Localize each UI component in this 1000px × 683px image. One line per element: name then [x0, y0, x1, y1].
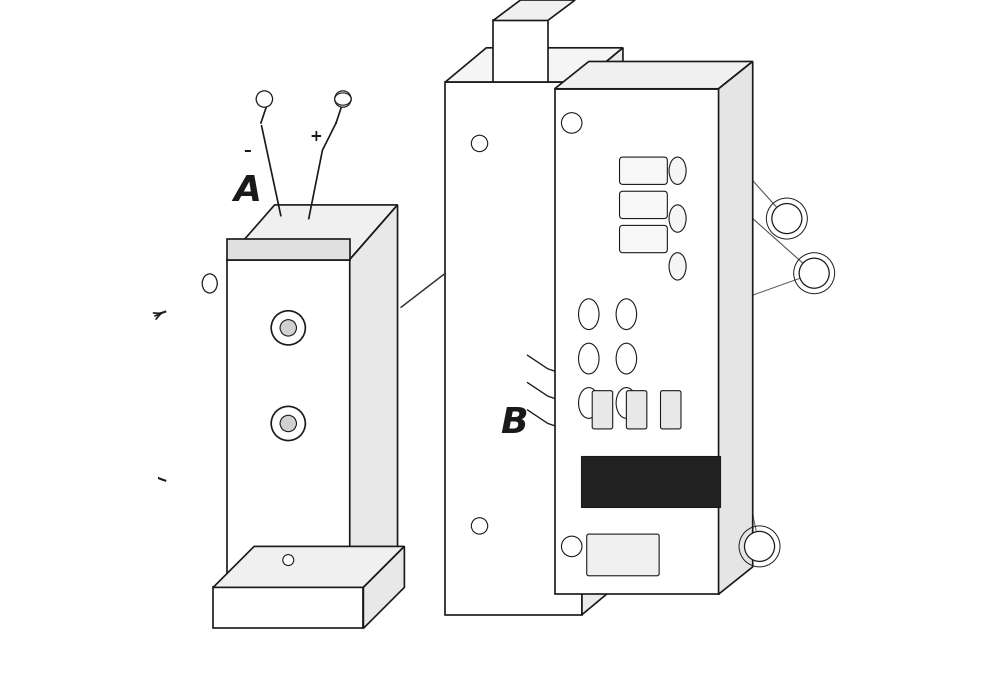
Circle shape [745, 531, 775, 561]
FancyBboxPatch shape [620, 157, 667, 184]
Circle shape [335, 91, 351, 107]
Polygon shape [719, 61, 753, 594]
Circle shape [271, 311, 305, 345]
Ellipse shape [579, 387, 599, 418]
Circle shape [799, 258, 829, 288]
Ellipse shape [579, 298, 599, 329]
Polygon shape [582, 48, 623, 615]
FancyBboxPatch shape [620, 191, 667, 219]
FancyBboxPatch shape [581, 456, 720, 507]
FancyBboxPatch shape [620, 225, 667, 253]
Text: B: B [500, 406, 527, 441]
Polygon shape [493, 20, 548, 82]
Ellipse shape [202, 274, 217, 293]
Ellipse shape [669, 157, 686, 184]
Polygon shape [445, 48, 623, 82]
Polygon shape [227, 260, 350, 601]
Polygon shape [350, 205, 398, 601]
Ellipse shape [616, 343, 637, 374]
Circle shape [471, 518, 488, 534]
Polygon shape [227, 205, 398, 260]
Polygon shape [227, 239, 350, 260]
Ellipse shape [335, 93, 351, 105]
Ellipse shape [616, 387, 637, 418]
Circle shape [561, 113, 582, 133]
Polygon shape [363, 546, 404, 628]
Ellipse shape [669, 205, 686, 232]
Polygon shape [213, 546, 404, 587]
Text: +: + [309, 129, 322, 144]
Polygon shape [213, 587, 363, 628]
FancyBboxPatch shape [592, 391, 613, 429]
Polygon shape [555, 89, 719, 594]
Polygon shape [493, 0, 575, 20]
Text: A: A [233, 174, 261, 208]
Circle shape [256, 91, 273, 107]
FancyBboxPatch shape [661, 391, 681, 429]
Circle shape [271, 406, 305, 441]
Polygon shape [445, 82, 582, 615]
Circle shape [283, 555, 294, 566]
Ellipse shape [669, 253, 686, 280]
Circle shape [772, 204, 802, 234]
Circle shape [471, 135, 488, 152]
Text: –: – [243, 143, 251, 158]
Circle shape [280, 415, 296, 432]
Circle shape [561, 536, 582, 557]
Ellipse shape [579, 343, 599, 374]
Circle shape [280, 320, 296, 336]
FancyBboxPatch shape [626, 391, 647, 429]
FancyBboxPatch shape [587, 534, 659, 576]
Ellipse shape [616, 298, 637, 329]
Polygon shape [555, 61, 753, 89]
